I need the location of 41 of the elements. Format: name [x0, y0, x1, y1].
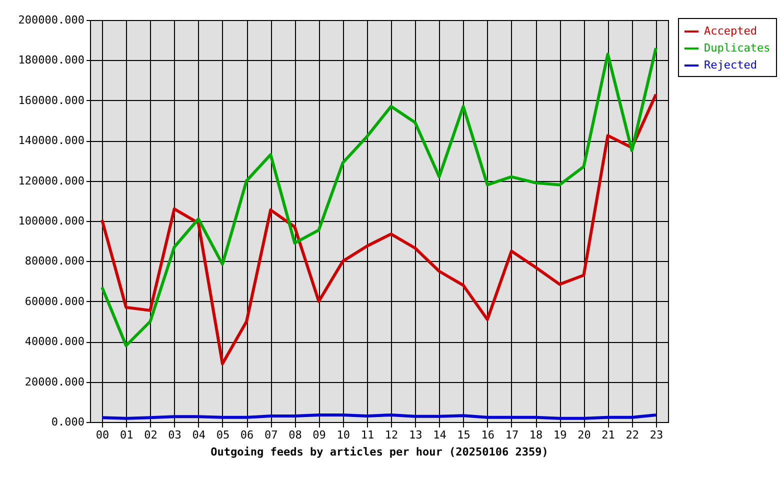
- x-tick-label: 00: [96, 428, 110, 442]
- line-series: [100, 46, 658, 348]
- x-tick-label: 04: [192, 428, 206, 442]
- x-tick-label: 01: [120, 428, 134, 442]
- y-tick-label: 160000.000: [18, 94, 84, 107]
- x-tick-label: 21: [602, 428, 615, 442]
- x-tick-label: 08: [288, 428, 302, 442]
- y-tick-label: 40000.000: [24, 335, 84, 348]
- x-tick-label: 12: [384, 428, 398, 442]
- legend-label: Duplicates: [704, 42, 770, 54]
- x-tick-label: 14: [433, 428, 447, 442]
- x-tick-label: 09: [312, 428, 326, 442]
- x-tick-label: 13: [409, 428, 422, 442]
- y-tick-label: 100000.000: [18, 214, 84, 228]
- legend-label: Accepted: [704, 24, 757, 38]
- x-tick-label: 20: [578, 428, 591, 442]
- y-tick-label: 140000.000: [18, 134, 84, 148]
- y-tick-label: 80000.000: [24, 254, 84, 268]
- x-tick-label: 23: [650, 428, 664, 442]
- x-axis-title: Outgoing feeds by articles per hour (20250106 2359): [210, 446, 548, 458]
- y-tick-label: 120000.000: [18, 174, 84, 188]
- x-tick-label: 18: [529, 428, 543, 442]
- y-tick-label: 180000.000: [18, 54, 84, 67]
- x-tick-label: 22: [626, 428, 639, 442]
- x-tick-label: 03: [168, 428, 182, 442]
- x-tick-label: 02: [144, 428, 158, 442]
- x-tick-label: 10: [336, 428, 350, 442]
- y-tick-label: 0.000: [51, 416, 84, 428]
- line-series: [100, 92, 658, 366]
- x-tick-label: 16: [481, 428, 494, 442]
- x-tick-label: 17: [505, 428, 519, 442]
- x-tick-label: 07: [264, 428, 278, 442]
- x-tick-label: 15: [457, 428, 470, 442]
- legend-label: Rejected: [704, 58, 757, 72]
- y-tick-label: 200000.000: [18, 14, 84, 26]
- x-tick-label: 05: [216, 428, 230, 442]
- x-tick-label: 19: [554, 428, 567, 442]
- x-tick-label: 06: [240, 428, 254, 442]
- y-tick-label: 60000.000: [24, 294, 84, 308]
- y-tick-label: 20000.000: [24, 375, 84, 388]
- x-tick-label: 11: [360, 428, 374, 442]
